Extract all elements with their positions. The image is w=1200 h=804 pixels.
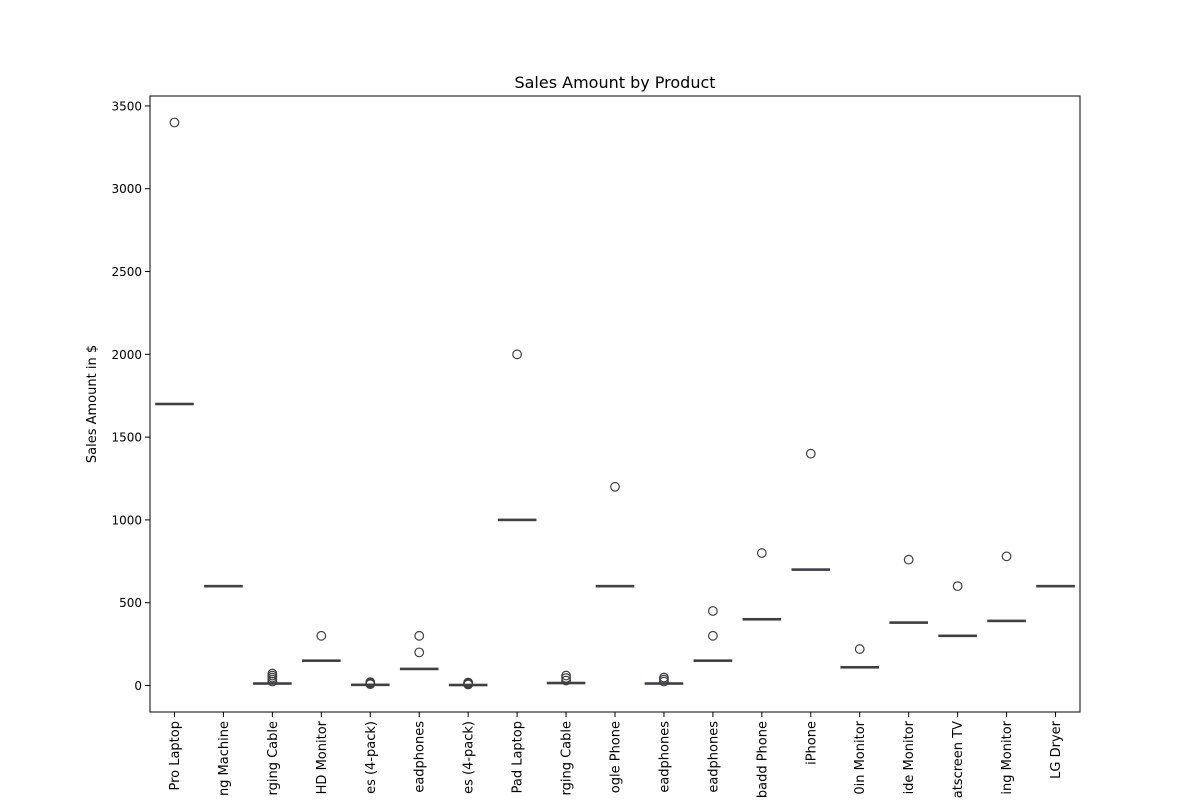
plot-area-frame: [149, 95, 1081, 713]
box-group: [889, 554, 928, 624]
chart-title: Sales Amount by Product: [514, 73, 715, 92]
box-group: [840, 644, 880, 669]
outlier-point: [659, 672, 669, 683]
y-tick-label: 0: [134, 679, 142, 693]
outlier-point: [365, 677, 376, 688]
outlier-point: [707, 630, 718, 641]
x-tick-label: es (4-pack): [364, 721, 379, 794]
y-tick-label: 3000: [111, 182, 142, 196]
y-tick-label: 2500: [111, 265, 142, 279]
box-group: [350, 677, 390, 690]
box-group: [987, 551, 1026, 623]
outlier-point: [316, 630, 327, 641]
x-tick-label: ogle Phone: [609, 721, 624, 793]
outlier-point: [561, 675, 571, 686]
box-group: [791, 448, 831, 571]
outlier-point: [169, 117, 180, 128]
outlier-point: [512, 349, 523, 360]
outlier-point: [561, 673, 571, 683]
x-tick-label: ing Monitor: [1000, 720, 1015, 794]
outlier-point: [610, 481, 620, 492]
x-axis-ticks: Pro Laptop ng Machine rging Cable HD Monito…: [168, 712, 1064, 798]
x-tick-label: atscreen TV: [951, 721, 966, 798]
box-group: [595, 481, 635, 588]
x-tick-label: Pad Laptop: [511, 721, 526, 793]
y-tick-label: 2000: [111, 348, 142, 362]
y-tick-label: 3500: [111, 99, 142, 113]
x-tick-label: iPhone: [804, 721, 819, 765]
outlier-point: [756, 548, 767, 558]
x-tick-label: Pro Laptop: [168, 721, 183, 791]
y-tick-label: 500: [119, 596, 142, 610]
y-axis-ticks: 0 500 1000 1500 2000 2500 3000 3500: [111, 99, 150, 693]
box-group: [742, 548, 782, 621]
box-group: [155, 117, 194, 406]
x-tick-label: 0in Monitor: [853, 720, 868, 794]
outlier-point: [903, 554, 914, 565]
box-group: [399, 630, 439, 671]
x-tick-label: HD Monitor: [315, 720, 330, 794]
outlier-point: [414, 630, 425, 641]
outlier-point: [707, 606, 718, 616]
outlier-point: [414, 647, 425, 658]
outlier-point: [267, 668, 278, 679]
box-group: [302, 630, 341, 662]
box-group: [204, 584, 243, 588]
y-axis-label: Sales Amount in $: [85, 345, 100, 463]
x-tick-label: ide Monitor: [902, 720, 917, 794]
x-tick-label: ng Machine: [217, 721, 232, 796]
box-group: [693, 606, 733, 662]
x-tick-label: es (4-pack): [462, 721, 477, 794]
outlier-point: [463, 677, 474, 688]
box-group: [546, 670, 586, 686]
outlier-point: [952, 581, 963, 592]
x-tick-label: badd Phone: [755, 721, 770, 798]
x-tick-label: rging Cable: [266, 721, 281, 796]
box-series: [155, 117, 1075, 690]
box-group: [644, 672, 684, 687]
box-group: [448, 677, 488, 690]
x-tick-label: rging Cable: [560, 721, 575, 796]
box-group: [938, 581, 977, 638]
outlier-point: [1001, 551, 1012, 562]
x-tick-label: eadphones: [413, 721, 428, 793]
x-tick-label: LG Dryer: [1049, 720, 1064, 778]
outlier-point: [854, 644, 865, 654]
box-group: [497, 349, 537, 522]
box-group: [1036, 584, 1075, 588]
x-tick-label: eadphones: [706, 721, 721, 793]
x-tick-label: eadphones: [657, 721, 672, 793]
outlier-point: [561, 670, 571, 681]
y-tick-label: 1000: [111, 513, 142, 527]
outlier-point: [805, 448, 816, 459]
y-tick-label: 1500: [111, 431, 142, 445]
box-group: [253, 668, 292, 687]
